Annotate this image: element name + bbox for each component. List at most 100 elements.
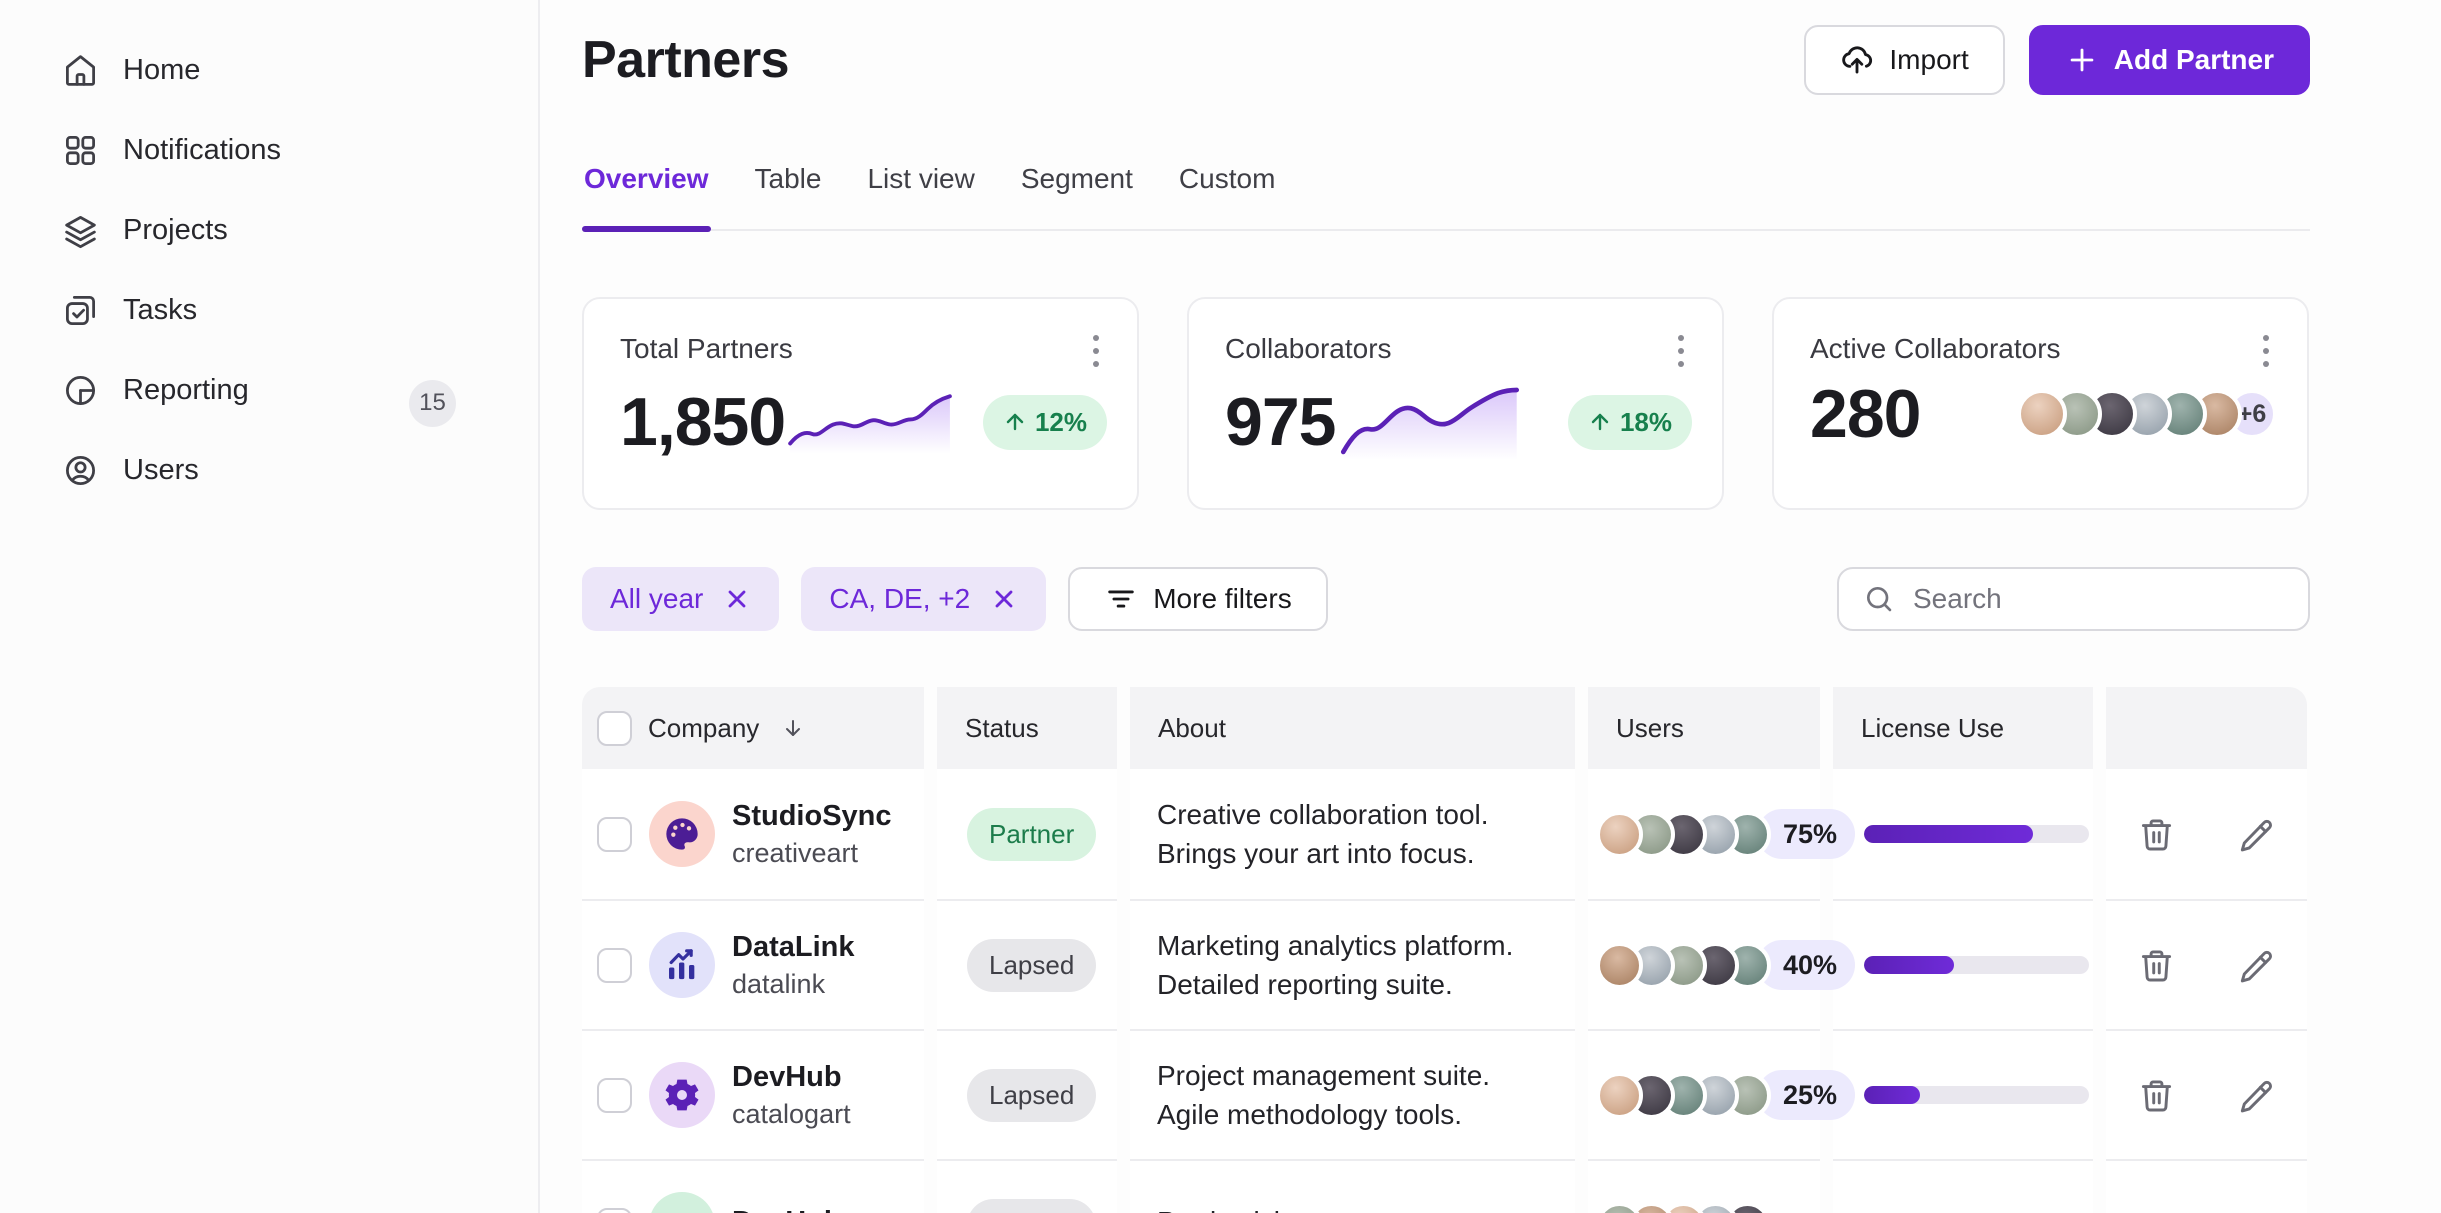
delete-button[interactable] [2137, 945, 2177, 985]
stat-label: Total Partners [620, 333, 793, 364]
table-row-cell-license [1833, 1029, 2093, 1159]
sidebar-item-tasks[interactable]: Tasks [62, 285, 456, 335]
kebab-menu-button[interactable] [1672, 329, 1690, 373]
table-row-cell-about: Creative collaboration tool. Brings your… [1130, 769, 1575, 899]
stat-label: Collaborators [1225, 333, 1392, 364]
avatar [2017, 389, 2067, 439]
license-progress-track [1864, 956, 2089, 974]
stat-card-total-partners: Total Partners 1,850 12% [582, 297, 1139, 510]
avatar-stack [1596, 941, 1771, 989]
page-header: Partners Import Add Partner [582, 25, 2310, 95]
table-row-cell-company: DevHub catalogart [582, 1029, 924, 1159]
column-label: Company [648, 712, 760, 743]
company-avatar [649, 1062, 715, 1128]
tab-custom[interactable]: Custom [1178, 163, 1276, 194]
add-partner-label: Add Partner [2113, 44, 2274, 75]
about-line: Creative collaboration tool. [1157, 798, 1489, 830]
column-header-license: License Use [1833, 687, 2093, 769]
delete-button[interactable] [2137, 814, 2177, 854]
import-label: Import [1889, 44, 1969, 75]
table-row-cell-about: Marketing analytics platform. Detailed r… [1130, 899, 1575, 1029]
kebab-menu-button[interactable] [1087, 329, 1105, 373]
tab-segment[interactable]: Segment [1020, 163, 1133, 194]
sidebar-item-home[interactable]: Home [62, 45, 456, 95]
user-avatar [1596, 941, 1643, 989]
company-avatar [649, 1192, 715, 1213]
table-row-cell-actions [2106, 769, 2307, 899]
sparkline-chart [788, 394, 953, 454]
more-filters-button[interactable]: More filters [1068, 567, 1328, 631]
status-badge: Lapsed [967, 1068, 1097, 1122]
tab-table[interactable]: Table [754, 163, 822, 194]
reporting-count-badge: 15 [409, 379, 456, 427]
import-button[interactable]: Import [1804, 25, 2005, 95]
change-value: 12% [1034, 406, 1087, 437]
close-icon[interactable] [723, 585, 751, 613]
sidebar-item-label: Users [123, 453, 199, 486]
table-row-cell-users: 40% [1588, 899, 1856, 1029]
edit-button[interactable] [2237, 814, 2277, 854]
pencil-icon [2240, 1080, 2272, 1112]
tab-overview[interactable]: Overview [582, 157, 711, 232]
column-label: About [1158, 712, 1226, 743]
sidebar-item-projects[interactable]: Projects [62, 205, 456, 255]
table-row-cell-actions [2106, 1159, 2307, 1213]
sidebar-item-notifications[interactable]: Notifications [62, 125, 456, 175]
edit-button[interactable] [2237, 945, 2277, 985]
table-row-cell-license [1833, 899, 2093, 1029]
company-handle: datalink [732, 968, 826, 999]
filter-row: All year CA, DE, +2 More filters [582, 567, 2310, 631]
sidebar-item-reporting[interactable]: Reporting 15 [62, 365, 456, 427]
user-circle-icon [66, 455, 95, 485]
table-row-cell-status: Partner [937, 769, 1117, 899]
column-header-company[interactable]: Company [582, 687, 924, 769]
sidebar-item-label: Projects [123, 213, 228, 246]
trend-chart-icon [669, 949, 695, 980]
search-input[interactable] [1913, 583, 2284, 615]
company-name: StudioSync [732, 799, 892, 832]
kebab-menu-button[interactable] [2257, 329, 2275, 373]
filter-chip-regions[interactable]: CA, DE, +2 [801, 567, 1047, 631]
layers-icon [65, 215, 96, 248]
table-row-cell-actions [2106, 899, 2307, 1029]
change-badge: 18% [1567, 394, 1692, 450]
stat-card-active-collaborators: Active Collaborators 280 +6 [1772, 297, 2309, 510]
table-row-cell-status: Lapsed [937, 899, 1117, 1029]
close-icon[interactable] [990, 585, 1018, 613]
tab-list-view[interactable]: List view [867, 163, 975, 194]
status-badge: Partner [967, 807, 1097, 861]
table-row-cell-license [1833, 1159, 2093, 1213]
palette-icon [666, 818, 698, 850]
pencil-icon [2240, 819, 2272, 851]
stat-value: 1,850 [620, 384, 786, 460]
license-progress-track [1864, 825, 2089, 843]
filter-chip-all-year[interactable]: All year [582, 567, 780, 631]
task-check-icon [66, 295, 95, 325]
table-row-cell-license [1833, 769, 2093, 899]
column-header-users: Users [1588, 687, 1820, 769]
row-checkbox[interactable] [597, 947, 632, 983]
stat-label: Active Collaborators [1810, 333, 2061, 364]
status-badge: Lapsed [967, 938, 1097, 992]
user-avatar [1596, 810, 1643, 858]
edit-button[interactable] [2237, 1075, 2277, 1115]
select-all-checkbox[interactable] [597, 710, 632, 746]
row-checkbox[interactable] [597, 816, 632, 852]
sidebar: Home Notifications Projects Tasks Report… [0, 0, 540, 1213]
delete-button[interactable] [2137, 1075, 2177, 1115]
sidebar-item-users[interactable]: Users [62, 445, 456, 495]
status-badge: Lapsed [967, 1198, 1097, 1213]
sidebar-item-label: Tasks [123, 293, 198, 326]
row-checkbox[interactable] [597, 1207, 632, 1213]
users-percent-badge: 40% [1757, 940, 1856, 990]
add-partner-button[interactable]: Add Partner [2028, 25, 2310, 95]
license-progress-track [1864, 1086, 2089, 1104]
filter-lines-icon [1108, 590, 1134, 608]
table-row-cell-company: DataLink datalink [582, 899, 924, 1029]
user-avatar [1596, 1071, 1643, 1119]
table-row-cell-company: StudioSync creativeart [582, 769, 924, 899]
trash-icon [2141, 818, 2172, 850]
row-checkbox[interactable] [597, 1077, 632, 1113]
column-label: Status [965, 712, 1039, 743]
